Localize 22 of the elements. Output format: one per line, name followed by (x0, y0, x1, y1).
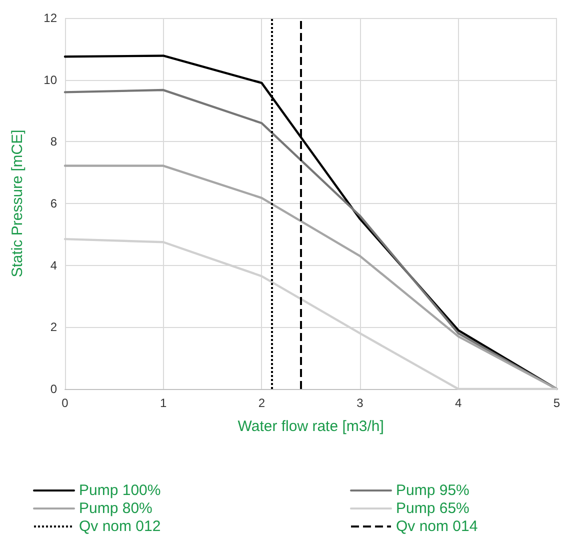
y-tick-label: 10 (44, 72, 58, 87)
y-tick-label: 12 (44, 11, 58, 25)
y-axis-title: Static Pressure [mCE] (9, 130, 26, 278)
legend-label: Qv nom 014 (396, 518, 478, 535)
legend-label: Qv nom 012 (79, 518, 161, 535)
legend-label: Pump 80% (79, 500, 152, 517)
y-tick-label: 8 (50, 134, 58, 149)
x-tick-label: 2 (258, 396, 266, 410)
y-tick-label: 4 (50, 258, 58, 272)
y-tick-label: 6 (50, 196, 58, 210)
x-tick-label: 4 (454, 396, 462, 410)
y-tick-label: 0 (50, 382, 58, 396)
legend-label: Pump 95% (396, 482, 470, 499)
x-tick-label: 0 (62, 396, 69, 410)
line-series (64, 164, 558, 390)
legend-label: Pump 65% (396, 500, 470, 517)
x-axis-title: Water flow rate [m3/h] (238, 418, 384, 435)
y-tick-label: 2 (50, 320, 58, 334)
legend-label: Pump 100% (79, 482, 161, 499)
x-tick-label: 3 (356, 396, 364, 410)
x-tick-label: 1 (160, 396, 167, 410)
x-tick-label: 5 (553, 396, 560, 410)
